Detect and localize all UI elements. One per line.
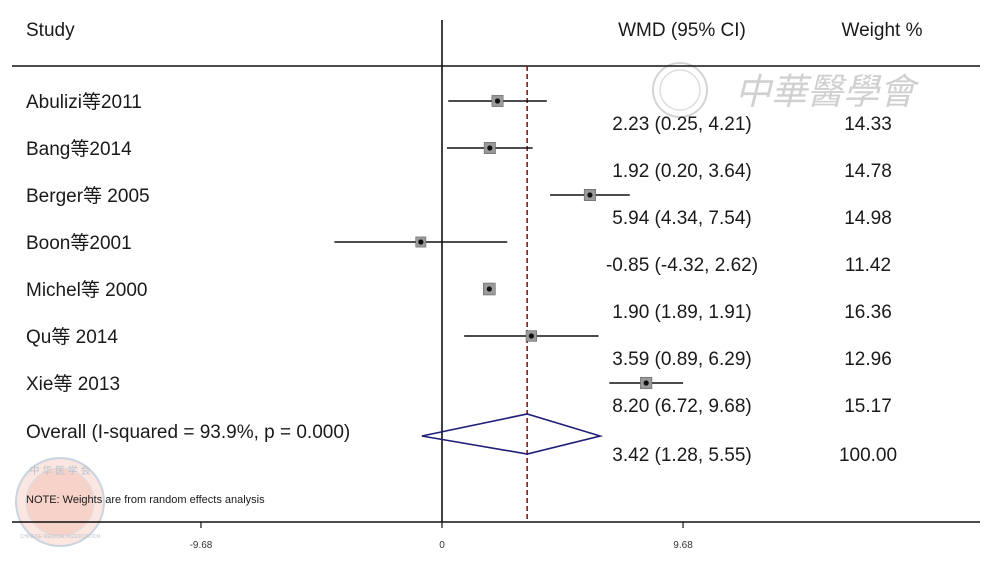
point-estimate	[587, 192, 593, 198]
study-row: Xie等 2013 8.20 (6.72, 9.68) 15.17	[26, 373, 892, 417]
weight-value: 14.98	[844, 208, 892, 229]
point-estimate	[486, 286, 492, 292]
watermark-text: 中華醫學會	[735, 72, 920, 113]
tick-label: 0	[439, 540, 445, 551]
study-name: Michel等 2000	[26, 279, 147, 301]
weight-value: 16.36	[844, 302, 892, 323]
header-effect: WMD (95% CI)	[618, 20, 746, 41]
study-row: Bang等2014 1.92 (0.20, 3.64) 14.78	[26, 138, 892, 182]
study-name: Berger等 2005	[26, 185, 150, 207]
seal-top-text: 中 华 医 学 会	[29, 464, 90, 477]
watermark: 中華醫學會	[652, 62, 920, 118]
study-row: Michel等 2000 1.90 (1.89, 1.91) 16.36	[26, 279, 892, 323]
seal-bottom-text: CHINESE MEDICAL ASSOCIATION	[20, 534, 101, 540]
wmd-ci-value: 1.90 (1.89, 1.91)	[612, 302, 751, 323]
point-estimate	[643, 380, 649, 386]
study-name: Boon等2001	[26, 232, 132, 254]
wmd-ci-value: 8.20 (6.72, 9.68)	[612, 396, 751, 417]
study-row: Berger等 2005 5.94 (4.34, 7.54) 14.98	[26, 185, 892, 229]
weight-value: 14.78	[844, 161, 892, 182]
study-name: Abulizi等2011	[26, 91, 142, 113]
note-text: NOTE: Weights are from random effects an…	[26, 494, 265, 506]
study-name: Xie等 2013	[26, 373, 120, 395]
wmd-ci-value: 2.23 (0.25, 4.21)	[612, 114, 751, 135]
wmd-ci-value: 1.92 (0.20, 3.64)	[612, 161, 751, 182]
header-weight: Weight %	[842, 20, 923, 41]
point-estimate	[494, 98, 501, 104]
study-name: Bang等2014	[26, 138, 132, 160]
weight-value: 15.17	[844, 396, 892, 417]
overall-row: Overall (I-squared = 93.9%, p = 0.000) 3.…	[26, 413, 897, 466]
overall-wmd-ci-value: 3.42 (1.28, 5.55)	[612, 445, 751, 466]
weight-value: 11.42	[845, 255, 891, 276]
association-seal: 中 华 医 学 会 CHINESE MEDICAL ASSOCIATION	[15, 457, 105, 547]
point-estimate	[418, 239, 424, 245]
weight-value: 12.96	[844, 349, 892, 370]
wmd-ci-value: 3.59 (0.89, 6.29)	[612, 349, 751, 370]
overall-diamond	[421, 413, 604, 455]
weight-value: 14.33	[844, 114, 892, 135]
study-row: Abulizi等2011 2.23 (0.25, 4.21) 14.33	[26, 91, 892, 135]
tick-label: -9.68	[190, 540, 213, 551]
point-estimate	[528, 333, 534, 339]
study-name: Qu等 2014	[26, 326, 118, 348]
overall-label: Overall (I-squared = 93.9%, p = 0.000)	[26, 422, 350, 443]
point-estimate	[487, 145, 493, 151]
wmd-ci-value: -0.85 (-4.32, 2.62)	[606, 255, 758, 276]
tick-label: 9.68	[673, 540, 693, 551]
study-rows: Abulizi等2011 2.23 (0.25, 4.21) 14.33 Bang等2…	[26, 91, 897, 466]
study-row: Boon等2001 -0.85 (-4.32, 2.62) 11.42	[26, 232, 891, 276]
wmd-ci-value: 5.94 (4.34, 7.54)	[612, 208, 751, 229]
overall-weight-value: 100.00	[839, 445, 897, 466]
header-study: Study	[26, 20, 75, 41]
watermark-seal-icon	[652, 62, 708, 118]
x-axis-ticks: -9.68 0 9.68	[190, 522, 693, 551]
study-row: Qu等 2014 3.59 (0.89, 6.29) 12.96	[26, 326, 892, 370]
